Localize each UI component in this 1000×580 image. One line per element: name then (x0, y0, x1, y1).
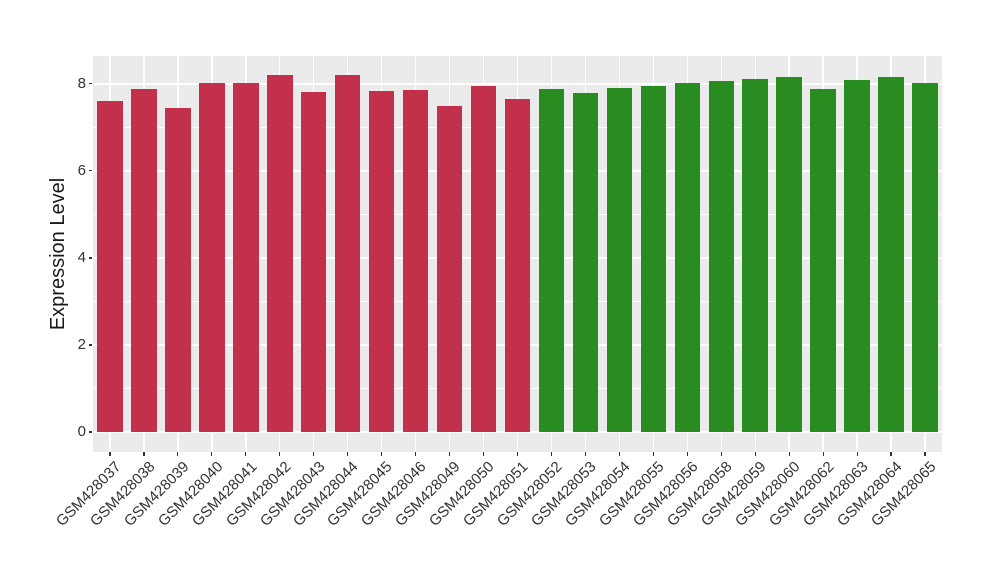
x-tick-mark (313, 452, 315, 456)
x-tick-mark (584, 452, 586, 456)
x-tick-mark (245, 452, 247, 456)
x-tick-mark (177, 452, 179, 456)
bar-gsm428041 (233, 82, 259, 432)
x-tick-mark (856, 452, 858, 456)
x-tick-mark (211, 452, 213, 456)
bar-gsm428064 (878, 76, 904, 432)
bar-gsm428044 (334, 74, 361, 432)
y-tick-mark (88, 257, 92, 259)
x-tick-mark (381, 452, 383, 456)
plot-panel (93, 56, 942, 452)
y-tick-mark (88, 170, 92, 172)
x-tick-mark (109, 452, 111, 456)
x-tick-mark (652, 452, 654, 456)
bar-gsm428059 (742, 79, 768, 432)
bar-gsm428054 (606, 88, 633, 432)
bar-gsm428050 (470, 86, 497, 432)
x-tick-mark (618, 452, 620, 456)
x-tick-mark (754, 452, 756, 456)
bar-gsm428056 (674, 82, 701, 432)
bar-gsm428055 (640, 86, 667, 432)
y-tick-label: 4 (77, 248, 86, 266)
x-tick-mark (788, 452, 790, 456)
x-tick-mark (890, 452, 892, 456)
bar-gsm428062 (810, 88, 836, 432)
bar-gsm428037 (97, 100, 123, 432)
bar-gsm428051 (504, 99, 531, 432)
x-tick-mark (516, 452, 519, 456)
bar-gsm428058 (708, 81, 734, 432)
bar-gsm428063 (844, 80, 870, 432)
x-tick-mark (924, 452, 926, 456)
x-tick-mark (686, 452, 688, 456)
y-tick-label: 6 (77, 161, 86, 179)
x-tick-mark (143, 452, 145, 456)
x-tick-mark (279, 452, 281, 456)
bar-gsm428053 (572, 93, 599, 432)
bar-gsm428060 (776, 77, 802, 432)
bar-gsm428039 (165, 107, 191, 432)
bar-gsm428042 (267, 74, 293, 432)
y-tick-label: 8 (77, 74, 86, 92)
x-tick-mark (720, 452, 722, 456)
bar-gsm428040 (199, 83, 225, 432)
x-tick-mark (822, 452, 824, 456)
bar-gsm428043 (300, 91, 327, 432)
x-tick-mark (347, 452, 349, 456)
y-tick-mark (88, 431, 92, 433)
bar-gsm428046 (402, 89, 429, 432)
x-tick-mark (415, 452, 417, 456)
y-tick-mark (88, 344, 92, 346)
bar-gsm428038 (131, 88, 157, 432)
bar-gsm428049 (436, 106, 463, 432)
bar-gsm428065 (912, 83, 938, 432)
y-tick-label: 0 (77, 422, 86, 440)
bar-gsm428045 (368, 90, 395, 432)
x-tick-mark (550, 452, 553, 456)
x-tick-mark (482, 452, 485, 456)
y-tick-label: 2 (77, 335, 86, 353)
y-tick-mark (88, 83, 92, 85)
x-tick-mark (448, 452, 451, 456)
bar-gsm428052 (538, 88, 565, 432)
